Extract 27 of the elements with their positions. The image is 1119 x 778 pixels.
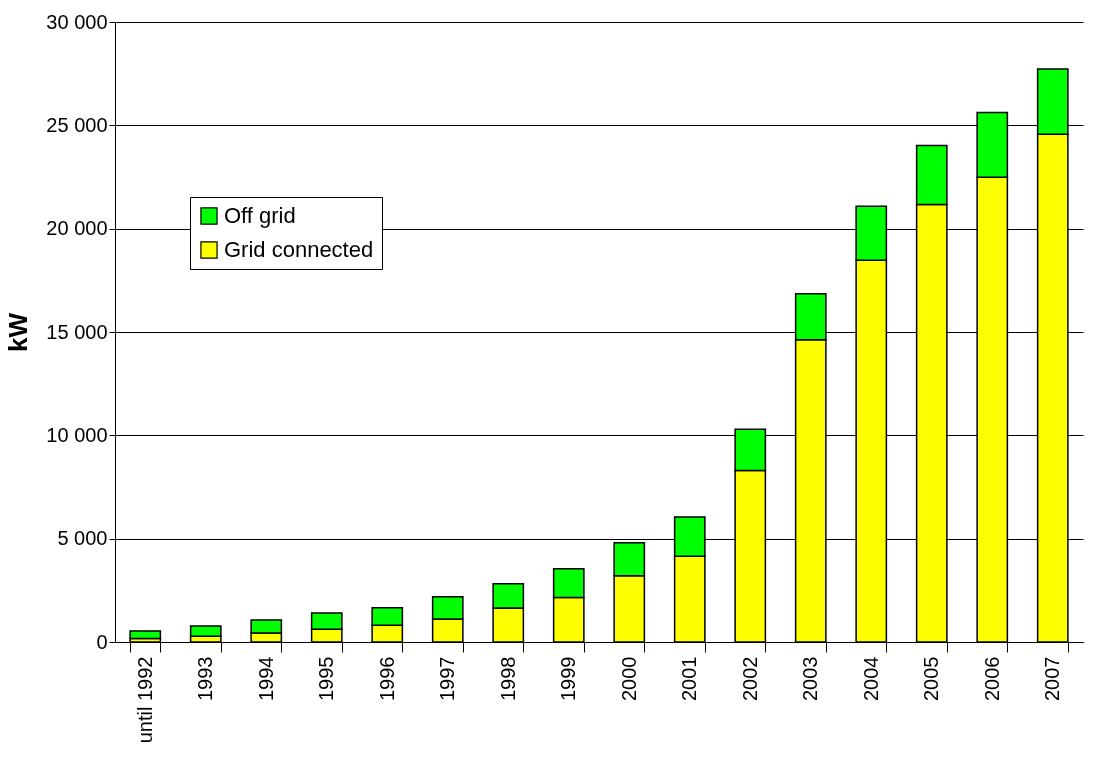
legend-label: Grid connected bbox=[224, 237, 374, 262]
y-tick-label: 25 000 bbox=[46, 113, 108, 136]
x-tick-label: 2006 bbox=[980, 656, 1003, 701]
y-tick-label: 10 000 bbox=[46, 423, 108, 446]
x-tick-label: 2004 bbox=[859, 656, 882, 701]
y-axis-title: kW bbox=[3, 312, 34, 352]
bar bbox=[129, 630, 162, 640]
y-tick-label: 30 000 bbox=[46, 10, 108, 33]
x-tick-label: 2005 bbox=[920, 656, 943, 701]
x-tick-label: 1994 bbox=[254, 656, 277, 701]
x-tick-label: 1999 bbox=[557, 656, 580, 701]
x-tick-label: 1995 bbox=[315, 656, 338, 701]
y-tick-label: 20 000 bbox=[46, 217, 108, 240]
x-tick-label: 1996 bbox=[375, 656, 398, 701]
y-tick-label: 0 bbox=[96, 630, 108, 653]
x-tick-label: 1997 bbox=[436, 656, 459, 701]
y-tick-label: 5 000 bbox=[57, 527, 108, 550]
x-tick-label: 2003 bbox=[799, 656, 822, 701]
x-tick-label: 2000 bbox=[617, 656, 640, 701]
x-tick-label: 2002 bbox=[738, 656, 761, 701]
x-tick-label: 1993 bbox=[194, 656, 217, 701]
x-tick-label: until 1992 bbox=[133, 656, 156, 744]
legend-label: Off grid bbox=[224, 203, 296, 228]
x-tick-label: 2007 bbox=[1041, 656, 1064, 701]
x-tick-label: 1998 bbox=[496, 656, 519, 701]
y-tick-label: 15 000 bbox=[46, 320, 108, 343]
x-tick-label: 2001 bbox=[678, 656, 701, 701]
